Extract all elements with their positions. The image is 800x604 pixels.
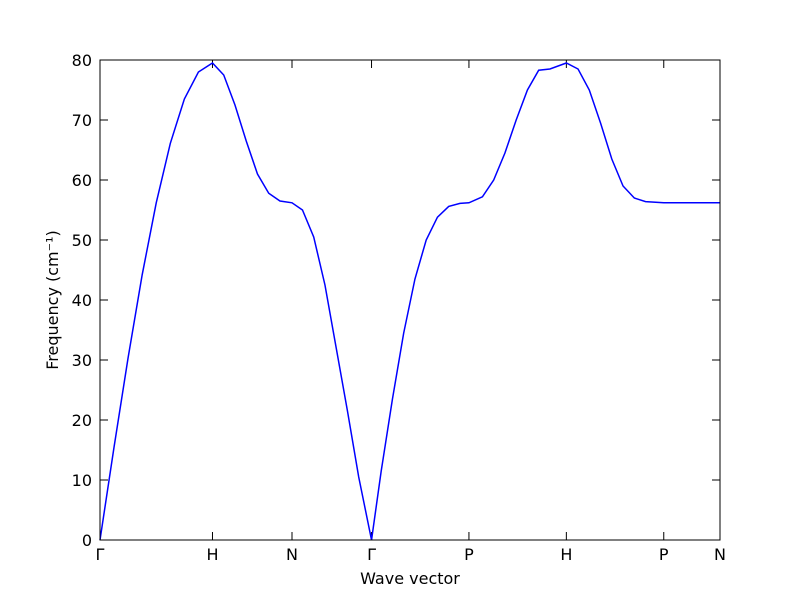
x-tick-label: Γ: [367, 545, 376, 564]
x-tick-label: N: [286, 545, 298, 564]
x-tick-label: P: [464, 545, 474, 564]
y-tick-label: 60: [72, 171, 92, 190]
y-tick-label: 0: [82, 531, 92, 550]
x-axis-label: Wave vector: [360, 569, 460, 588]
line: [99, 62, 720, 541]
x-tick-label: N: [714, 545, 726, 564]
y-tick-label: 70: [72, 111, 92, 130]
x-tick-label: H: [206, 545, 218, 564]
y-axis-label: Frequency (cm⁻¹): [43, 230, 62, 369]
x-tick-label: Γ: [96, 545, 105, 564]
y-tick-label: 30: [72, 351, 92, 370]
y-tick-label: 10: [72, 471, 92, 490]
x-tick-label: H: [560, 545, 572, 564]
y-tick-label: 50: [72, 231, 92, 250]
x-tick-label: P: [659, 545, 669, 564]
y-tick-label: 80: [72, 51, 92, 70]
plot-frame: [99, 59, 721, 541]
y-tick-label: 20: [72, 411, 92, 430]
y-tick-label: 40: [72, 291, 92, 310]
